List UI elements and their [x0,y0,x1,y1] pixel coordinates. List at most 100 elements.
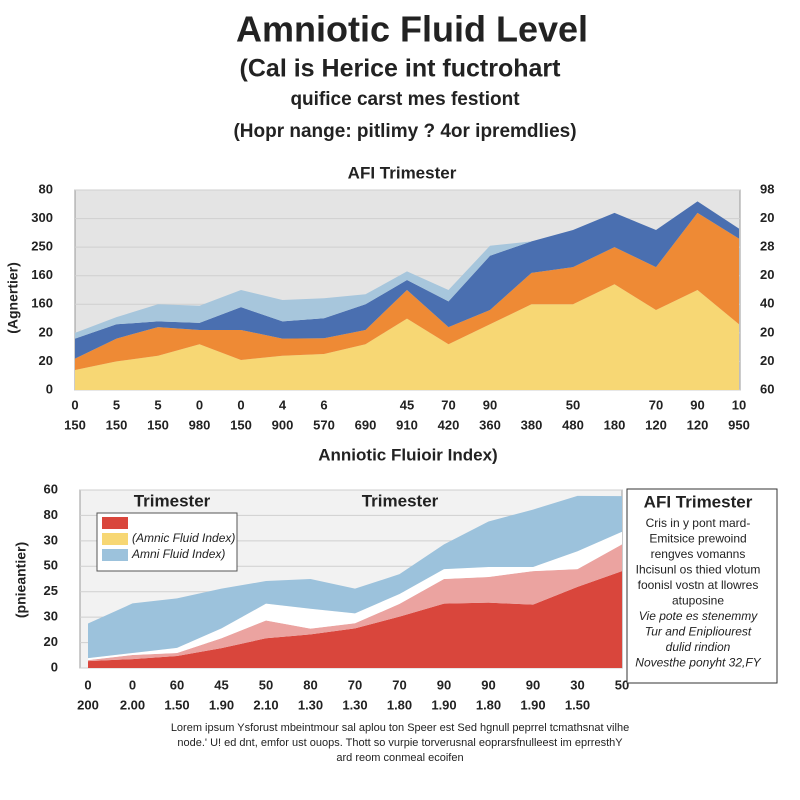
x-tick-label: 690 [355,417,377,432]
subtitle: quifice carst mes festiont [290,89,520,110]
x-tick-label: 150 [64,417,86,432]
legend-swatch [102,549,128,561]
y-tick-label: 80 [44,507,58,522]
x-tick-label: 1.90 [520,697,545,712]
y-tick-label: 20 [39,324,53,339]
x-tick-label: 50 [615,677,629,692]
x-tick-label: 90 [437,677,451,692]
side-box-text: Ihcisunl os thied vlotum [636,563,761,577]
x-tick-label: 70 [649,397,663,412]
area [88,571,622,668]
area [75,212,739,370]
footer-text: ard reom conmeal ecoifen [336,752,463,764]
x-tick-label: 1.50 [565,697,590,712]
y2-tick-label: 60 [760,381,774,396]
side-box-text: Novesthe ponyht 32,FY [635,656,761,670]
y-tick-label: 160 [31,267,53,282]
x-tick-label: 480 [562,417,584,432]
y-tick-label: 20 [44,634,58,649]
x-tick-label: 1.30 [342,697,367,712]
x-tick-label: 70 [348,677,362,692]
x-tick-label: 1.80 [387,697,412,712]
x-tick-label: 10 [732,397,746,412]
legend-label: Amni Fluid Index) [131,547,225,561]
x-tick-label: 1.50 [164,697,189,712]
y2-tick-label: 40 [760,296,774,311]
y-axis-label: (Agnertier) [5,262,21,334]
chart-title: AFI Trimester [348,163,457,182]
x-tick-label: 420 [438,417,460,432]
area [75,201,739,339]
x-tick-label: 70 [441,397,455,412]
footer-text: node.' U! ed dnt, emfor ust ouops. Thott… [177,737,623,749]
x-tick-label: 45 [214,677,228,692]
x-tick-label: 5 [113,397,120,412]
subtitle: (Cal is Herice int fuctrohart [240,55,562,83]
x-tick-label: 1.90 [431,697,456,712]
x-tick-label: 180 [604,417,626,432]
x-tick-label: 120 [687,417,709,432]
note: (Hopr nange: pitlimy ? 4or ipremdlies) [233,121,576,142]
x-tick-label: 0 [129,677,136,692]
side-box-title: AFI Trimester [644,492,753,511]
x-tick-label: 0 [84,677,91,692]
y-axis-label: (pnieantier) [13,542,29,618]
chart-title: Anniotic Fluioir Index) [318,445,497,464]
legend-label: (Amnic Fluid Index) [132,531,235,545]
side-box [626,488,778,684]
area [75,284,739,390]
x-tick-label: 80 [303,677,317,692]
x-tick-label: 90 [481,677,495,692]
y2-tick-label: 20 [760,267,774,282]
x-tick-label: 50 [566,397,580,412]
y2-tick-label: 28 [760,239,774,254]
x-tick-label: 950 [728,417,750,432]
x-tick-label: 90 [690,397,704,412]
annotation: Trimester [134,491,211,510]
x-tick-label: 360 [479,417,501,432]
x-tick-label: 70 [392,677,406,692]
y-tick-label: 30 [44,609,58,624]
y-tick-label: 0 [46,381,53,396]
x-tick-label: 1.30 [298,697,323,712]
y2-tick-label: 20 [760,210,774,225]
side-box-text: Vie pote es stenemmy [639,609,759,623]
x-tick-label: 4 [279,397,287,412]
y2-tick-label: 20 [760,324,774,339]
footer-text: Lorem ipsum Ysforust mbeintmour sal aplo… [171,722,629,734]
x-tick-label: 0 [71,397,78,412]
y-tick-label: 60 [44,481,58,496]
x-tick-label: 0 [237,397,244,412]
annotation: Trimester [362,491,439,510]
side-box-text: atuposine [672,594,724,608]
x-tick-label: 45 [400,397,414,412]
y-tick-label: 30 [44,532,58,547]
y-tick-label: 160 [31,296,53,311]
y-tick-label: 0 [51,659,58,674]
x-tick-label: 150 [147,417,169,432]
x-tick-label: 0 [196,397,203,412]
area [88,544,622,662]
x-tick-label: 2.00 [120,697,145,712]
x-tick-label: 2.10 [253,697,278,712]
y2-tick-label: 98 [760,181,774,196]
x-tick-label: 980 [189,417,211,432]
area [88,495,622,659]
side-box-text: Emitsice prewoind [649,532,746,546]
x-tick-label: 1.90 [209,697,234,712]
y2-tick-label: 20 [760,353,774,368]
y-tick-label: 300 [31,210,53,225]
x-tick-label: 5 [154,397,161,412]
x-tick-label: 6 [320,397,327,412]
y-tick-label: 250 [31,239,53,254]
y-tick-label: 20 [39,353,53,368]
y-tick-label: 25 [44,583,58,598]
x-tick-label: 120 [645,417,667,432]
x-tick-label: 1.80 [476,697,501,712]
x-tick-label: 910 [396,417,418,432]
side-box-text: dulid rindion [666,640,731,654]
y-tick-label: 80 [39,181,53,196]
x-tick-label: 150 [230,417,252,432]
